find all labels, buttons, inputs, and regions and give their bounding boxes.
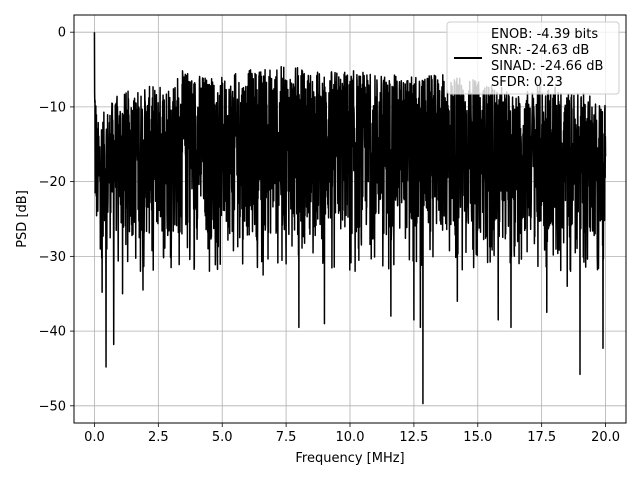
y-tick-label: −50 bbox=[39, 399, 66, 414]
x-tick-label: 2.5 bbox=[148, 430, 169, 445]
y-axis-label: PSD [dB] bbox=[15, 190, 30, 248]
x-tick-label: 7.5 bbox=[276, 430, 297, 445]
y-tick-label: −40 bbox=[39, 325, 66, 340]
x-tick-label: 20.0 bbox=[591, 430, 620, 445]
legend-line-snr: SNR: -24.63 dB bbox=[491, 43, 589, 58]
x-axis-label: Frequency [MHz] bbox=[295, 451, 404, 466]
x-axis-ticks: 0.0 2.5 5.0 7.5 10.0 12.5 15.0 17.5 20.0 bbox=[84, 423, 620, 445]
legend-line-enob: ENOB: -4.39 bits bbox=[491, 27, 598, 42]
legend-box bbox=[446, 21, 620, 95]
y-tick-label: −30 bbox=[39, 250, 66, 265]
legend-line-sfdr: SFDR: 0.23 bbox=[491, 75, 563, 90]
x-tick-label: 15.0 bbox=[463, 430, 492, 445]
y-tick-label: −20 bbox=[39, 175, 66, 190]
y-tick-label: 0 bbox=[58, 26, 66, 41]
legend: ENOB: -4.39 bits SNR: -24.63 dB SINAD: -… bbox=[446, 21, 620, 95]
x-tick-label: 17.5 bbox=[527, 430, 556, 445]
x-tick-label: 0.0 bbox=[84, 430, 105, 445]
y-tick-label: −10 bbox=[39, 100, 66, 115]
y-axis-ticks: 0 −10 −20 −30 −40 −50 bbox=[39, 26, 74, 414]
psd-line bbox=[93, 32, 607, 405]
x-tick-label: 10.0 bbox=[336, 430, 365, 445]
psd-series bbox=[93, 32, 607, 405]
x-tick-label: 12.5 bbox=[399, 430, 428, 445]
plot-area bbox=[93, 32, 607, 405]
legend-line-sinad: SINAD: -24.66 dB bbox=[491, 59, 603, 74]
x-tick-label: 5.0 bbox=[212, 430, 233, 445]
